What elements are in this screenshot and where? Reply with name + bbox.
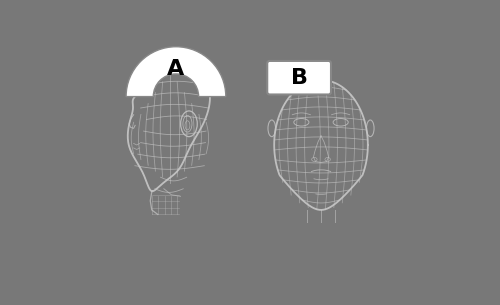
Wedge shape — [126, 47, 226, 97]
FancyBboxPatch shape — [267, 61, 331, 95]
Text: B: B — [290, 68, 308, 88]
Text: A: A — [168, 59, 184, 79]
